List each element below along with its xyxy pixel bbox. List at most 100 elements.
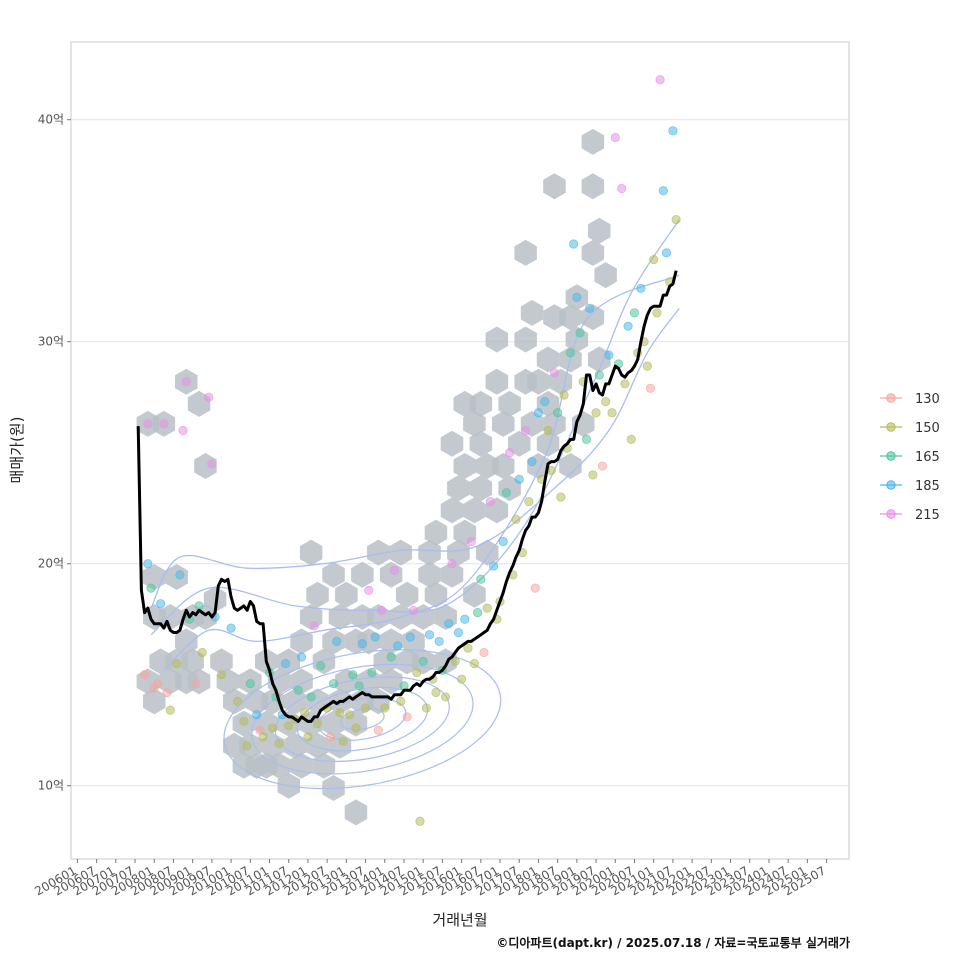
data-point — [175, 570, 185, 580]
median-line-path — [136, 270, 678, 723]
data-point — [444, 619, 454, 629]
hexbin-cell — [389, 539, 412, 566]
data-point — [594, 370, 604, 380]
hexbin-cell — [594, 262, 617, 289]
data-point — [242, 741, 252, 751]
data-point — [626, 434, 636, 444]
hexbin-cell — [143, 688, 166, 715]
data-point — [204, 392, 214, 402]
density-contour — [251, 663, 474, 775]
density-contour — [274, 676, 450, 762]
data-point — [159, 419, 169, 429]
data-point — [140, 670, 150, 680]
data-point — [373, 725, 383, 735]
data-point — [360, 703, 371, 713]
data-point — [232, 696, 243, 706]
data-point — [245, 679, 255, 689]
hexbin-cell — [312, 752, 336, 779]
data-point — [370, 632, 380, 642]
data-point — [543, 425, 553, 436]
data-point — [332, 636, 342, 647]
data-point — [405, 632, 415, 642]
data-point — [412, 667, 422, 678]
legend-item-130: 130 — [880, 392, 940, 407]
hexbin-cell — [469, 430, 493, 457]
data-point — [402, 712, 412, 722]
hexbin-cell — [175, 628, 198, 655]
legend-label: 165 — [915, 450, 940, 465]
data-point — [453, 627, 463, 638]
hexbin-cell — [527, 368, 550, 395]
data-point — [597, 461, 608, 471]
data-point — [479, 647, 489, 658]
data-point — [521, 425, 531, 436]
hexbin-cell — [485, 326, 509, 353]
data-point — [389, 565, 399, 575]
data-point — [191, 679, 201, 689]
hexbin-cell — [520, 299, 544, 326]
hexbin-cell — [536, 346, 560, 373]
data-point — [296, 652, 307, 662]
data-point — [338, 736, 348, 746]
density-contour — [150, 308, 680, 609]
hexbin-cell — [463, 410, 486, 437]
y-tick-label: 40억 — [38, 113, 64, 127]
hexbin-cell — [581, 128, 605, 155]
hexbin-cell — [514, 326, 537, 353]
data-point — [357, 639, 367, 649]
median-price-line — [136, 270, 678, 723]
data-point — [588, 470, 598, 480]
data-point — [226, 623, 236, 633]
data-point — [652, 308, 662, 318]
hexbin-cell — [418, 539, 441, 566]
legend-item-150: 150 — [880, 421, 940, 436]
legend-marker — [886, 393, 896, 403]
data-point — [197, 647, 207, 658]
data-point — [447, 559, 457, 569]
data-point — [364, 585, 374, 595]
data-point — [604, 350, 614, 360]
hexbin-cell — [498, 390, 521, 417]
data-point — [354, 681, 364, 691]
data-point — [601, 397, 611, 407]
data-point — [162, 687, 172, 698]
hexbin-cell — [463, 581, 486, 608]
data-point — [306, 692, 316, 702]
hexbin-cell — [181, 648, 204, 675]
y-axis-ticks: 10억 20억 30억 40억 — [38, 113, 71, 793]
hexbin-cell — [367, 539, 390, 566]
hexbin-cell — [508, 430, 531, 457]
hexbin-cell — [335, 581, 358, 608]
data-point — [661, 248, 672, 258]
data-point — [473, 607, 483, 618]
data-point — [399, 681, 409, 691]
data-point — [408, 605, 419, 615]
data-point — [207, 459, 217, 469]
hexbin-cell — [476, 539, 499, 566]
data-point — [572, 292, 582, 302]
data-point — [424, 630, 435, 640]
y-tick-label: 20억 — [38, 557, 64, 571]
data-point — [482, 603, 492, 613]
data-point — [591, 408, 601, 418]
scatter-points — [140, 75, 681, 826]
x-axis-title: 거래년월 — [432, 911, 487, 929]
hexbin-cell — [203, 586, 227, 613]
hexbin-cell — [469, 390, 493, 417]
data-point — [450, 656, 460, 667]
data-point — [530, 583, 540, 593]
data-point — [335, 707, 345, 718]
data-point — [274, 738, 284, 749]
data-point — [498, 536, 508, 547]
hexbin-cell — [299, 539, 323, 566]
hexbin-cell — [463, 497, 486, 524]
data-point — [501, 488, 512, 498]
data-point — [569, 239, 579, 249]
x-axis-ticks: 2006012006072007012007072008012008072009… — [32, 859, 828, 899]
y-tick-label: 30억 — [38, 335, 64, 349]
data-point — [239, 716, 249, 726]
data-point — [431, 687, 441, 698]
y-axis-title: 매매가(원) — [8, 417, 26, 484]
data-point — [460, 614, 470, 624]
hexbin-cell — [514, 239, 537, 266]
